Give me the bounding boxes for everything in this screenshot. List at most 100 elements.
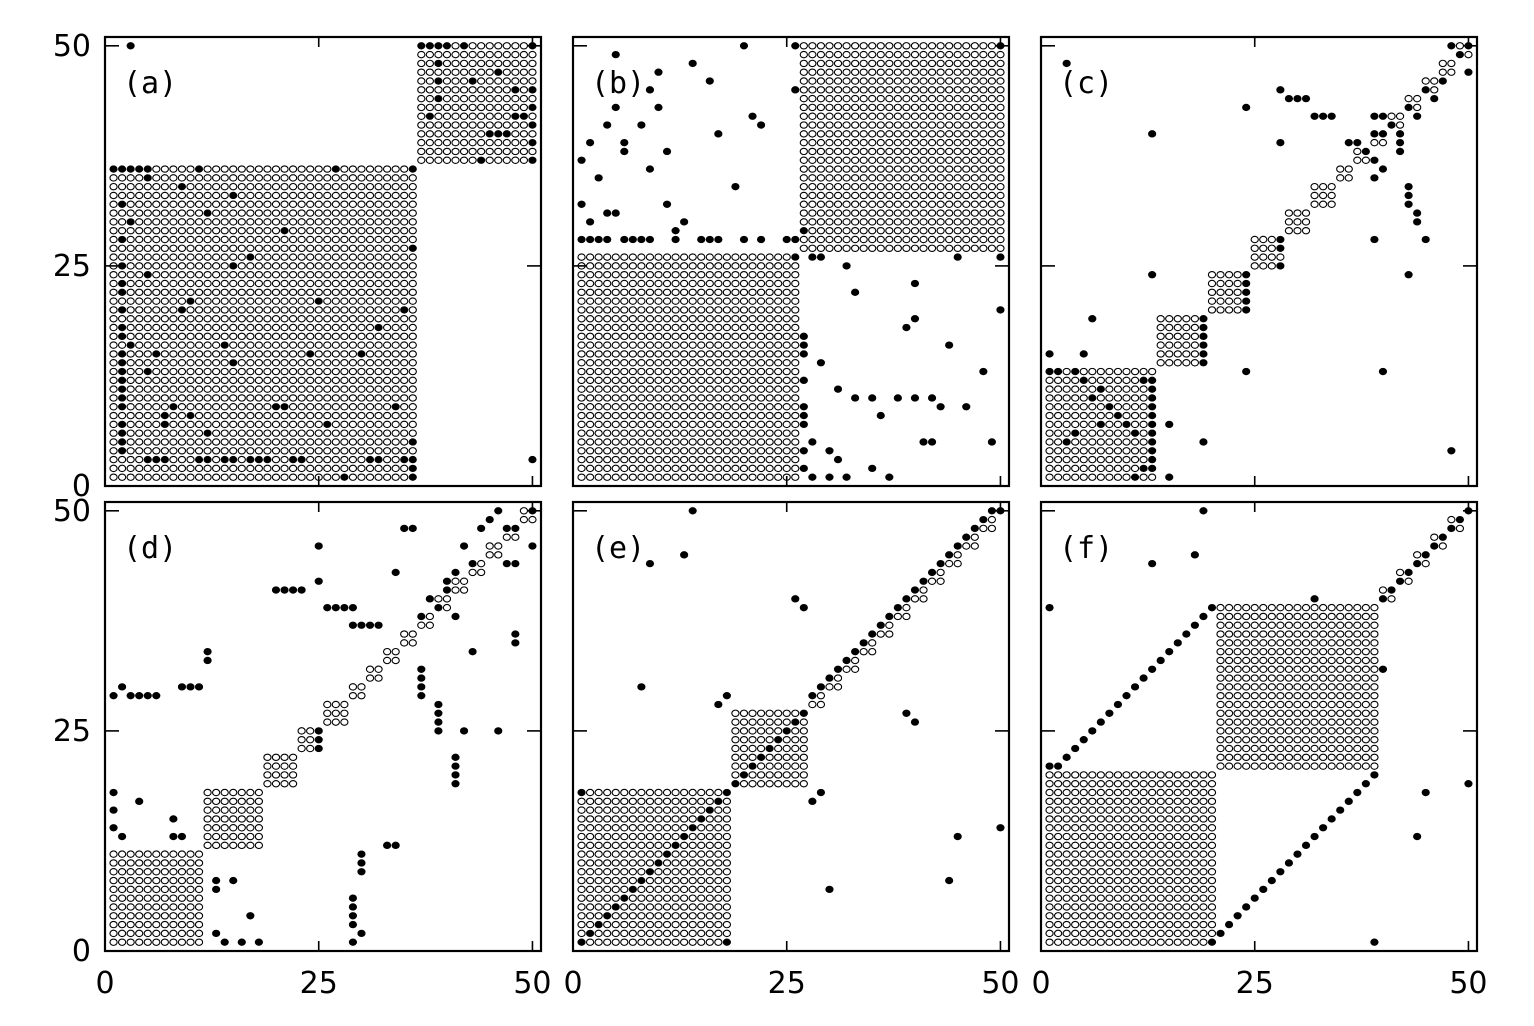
open-point <box>722 473 732 481</box>
open-point <box>246 376 255 385</box>
open-point <box>603 411 612 420</box>
open-point <box>1293 665 1302 673</box>
filled-point <box>927 394 937 402</box>
open-point <box>280 394 289 402</box>
open-point <box>220 815 229 823</box>
open-point <box>1096 376 1105 385</box>
open-point <box>280 464 289 473</box>
open-point <box>791 332 800 341</box>
open-point <box>1327 735 1336 744</box>
open-point <box>577 262 586 270</box>
open-point <box>117 253 127 261</box>
open-point <box>323 455 332 464</box>
filled-point <box>271 403 281 411</box>
open-point <box>611 868 620 876</box>
open-point <box>169 447 178 455</box>
open-point <box>152 341 161 349</box>
open-point <box>705 350 714 358</box>
filled-point <box>833 455 843 464</box>
open-point <box>263 350 272 358</box>
open-point <box>1259 612 1268 621</box>
open-point <box>1224 665 1234 673</box>
open-point <box>169 306 178 314</box>
open-point <box>160 341 169 349</box>
open-point <box>714 815 723 823</box>
open-point <box>962 226 971 235</box>
open-point <box>1327 683 1336 691</box>
open-point <box>135 182 144 191</box>
open-point <box>577 868 586 876</box>
open-point <box>722 806 732 814</box>
open-point <box>970 533 979 541</box>
open-point <box>442 77 452 85</box>
open-point <box>306 262 315 270</box>
open-point <box>774 288 783 297</box>
open-point <box>211 209 221 217</box>
open-point <box>186 894 195 902</box>
open-point <box>1293 744 1302 753</box>
open-point <box>237 200 246 208</box>
open-point <box>357 683 366 691</box>
open-point <box>169 297 178 305</box>
open-point <box>1207 832 1217 841</box>
filled-point <box>662 850 672 858</box>
open-point <box>306 218 315 226</box>
filled-point <box>1199 323 1208 332</box>
open-point <box>688 473 697 481</box>
open-point <box>979 42 988 50</box>
open-point <box>186 473 195 481</box>
filled-point <box>169 815 178 823</box>
open-point <box>628 876 637 885</box>
open-point <box>237 464 246 473</box>
open-point <box>1216 674 1225 682</box>
filled-point <box>1353 788 1362 797</box>
open-point <box>1105 841 1114 850</box>
open-point <box>774 709 783 718</box>
open-point <box>485 50 494 59</box>
open-point <box>348 376 358 385</box>
open-point <box>842 138 851 147</box>
open-point <box>1045 903 1054 911</box>
open-point <box>902 86 911 94</box>
open-point <box>143 394 152 402</box>
open-point <box>348 200 358 208</box>
open-point <box>799 42 808 50</box>
open-point <box>885 59 894 68</box>
open-point <box>987 182 997 191</box>
filled-point <box>528 455 537 464</box>
open-point <box>194 438 204 446</box>
open-point <box>774 411 783 420</box>
open-point <box>893 147 903 156</box>
open-point <box>816 226 826 235</box>
open-point <box>654 297 663 305</box>
open-point <box>645 306 655 314</box>
open-point <box>774 762 783 770</box>
open-point <box>705 885 714 894</box>
open-point <box>485 542 494 550</box>
open-point <box>731 744 740 753</box>
open-point <box>186 341 195 349</box>
open-point <box>391 656 400 665</box>
open-point <box>271 209 281 217</box>
open-point <box>135 226 144 235</box>
open-point <box>671 367 680 376</box>
open-point <box>459 94 469 103</box>
open-point <box>799 182 808 191</box>
filled-point <box>494 507 503 515</box>
filled-point <box>945 551 954 559</box>
open-point <box>177 429 187 437</box>
open-point <box>645 850 655 858</box>
open-point <box>280 473 289 481</box>
open-point <box>1096 894 1105 902</box>
filled-point <box>577 235 586 244</box>
open-point <box>688 279 697 288</box>
open-point <box>1165 332 1174 341</box>
open-point <box>1370 691 1379 700</box>
filled-point <box>603 209 612 217</box>
open-point <box>1156 885 1165 894</box>
open-point <box>662 438 672 446</box>
open-point <box>323 473 332 481</box>
open-point <box>425 77 435 85</box>
open-point <box>365 191 375 200</box>
open-point <box>1267 700 1276 709</box>
